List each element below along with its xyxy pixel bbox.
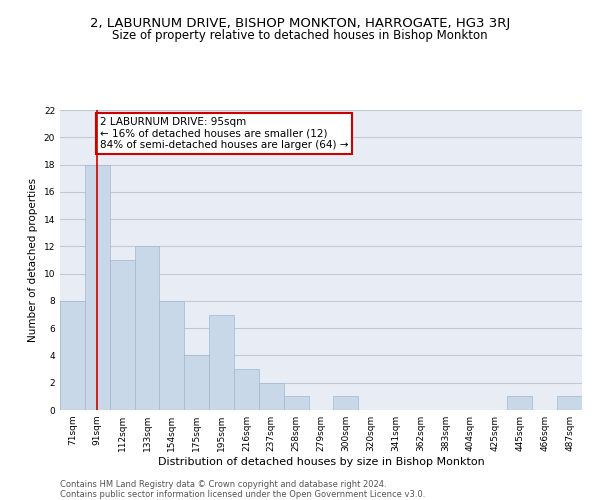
Bar xyxy=(334,396,358,410)
Bar xyxy=(234,369,259,410)
Text: Size of property relative to detached houses in Bishop Monkton: Size of property relative to detached ho… xyxy=(112,29,488,42)
Y-axis label: Number of detached properties: Number of detached properties xyxy=(28,178,38,342)
Bar xyxy=(209,314,234,410)
Bar xyxy=(259,382,284,410)
Bar xyxy=(160,301,184,410)
Bar xyxy=(134,246,160,410)
Bar xyxy=(110,260,134,410)
Text: 2 LABURNUM DRIVE: 95sqm
← 16% of detached houses are smaller (12)
84% of semi-de: 2 LABURNUM DRIVE: 95sqm ← 16% of detache… xyxy=(100,117,348,150)
Bar xyxy=(184,356,209,410)
Bar xyxy=(60,301,85,410)
Bar xyxy=(508,396,532,410)
Bar xyxy=(557,396,582,410)
X-axis label: Distribution of detached houses by size in Bishop Monkton: Distribution of detached houses by size … xyxy=(158,457,484,467)
Text: Contains HM Land Registry data © Crown copyright and database right 2024.
Contai: Contains HM Land Registry data © Crown c… xyxy=(60,480,425,499)
Bar xyxy=(85,164,110,410)
Bar xyxy=(284,396,308,410)
Text: 2, LABURNUM DRIVE, BISHOP MONKTON, HARROGATE, HG3 3RJ: 2, LABURNUM DRIVE, BISHOP MONKTON, HARRO… xyxy=(90,18,510,30)
